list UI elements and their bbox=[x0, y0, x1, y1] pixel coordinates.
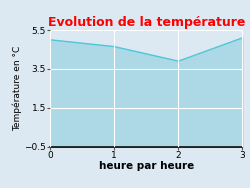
X-axis label: heure par heure: heure par heure bbox=[98, 161, 194, 171]
Y-axis label: Température en °C: Température en °C bbox=[13, 46, 22, 131]
Title: Evolution de la température: Evolution de la température bbox=[48, 16, 245, 29]
